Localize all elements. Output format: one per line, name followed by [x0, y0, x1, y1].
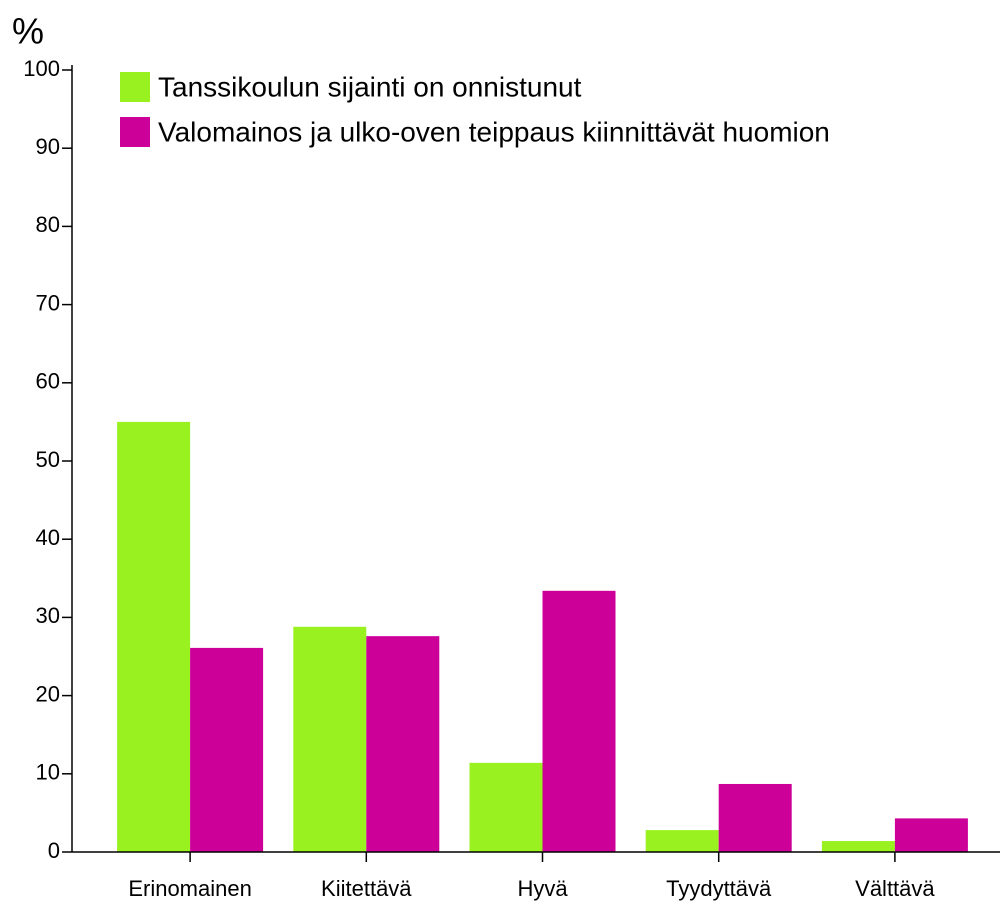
legend-swatch — [120, 117, 150, 147]
x-tick-label: Erinomainen — [128, 876, 252, 901]
y-tick-label: 10 — [36, 760, 60, 785]
y-tick-label: 70 — [36, 290, 60, 315]
y-axis-label: % — [12, 11, 44, 52]
y-tick-label: 80 — [36, 212, 60, 237]
bar — [117, 421, 191, 852]
bar — [894, 818, 968, 852]
x-tick-label: Välttävä — [855, 876, 935, 901]
bar — [645, 830, 719, 852]
bar — [366, 636, 440, 852]
y-tick-label: 30 — [36, 603, 60, 628]
y-tick-label: 20 — [36, 681, 60, 706]
bar — [293, 626, 367, 852]
x-tick-label: Hyvä — [517, 876, 568, 901]
legend-label: Tanssikoulun sijainti on onnistunut — [158, 71, 582, 102]
y-tick-label: 0 — [48, 838, 60, 863]
x-tick-label: Kiitettävä — [321, 876, 412, 901]
x-tick-label: Tyydyttävä — [666, 876, 772, 901]
bar — [190, 647, 264, 852]
legend-swatch — [120, 72, 150, 102]
legend-label: Valomainos ja ulko-oven teippaus kiinnit… — [158, 116, 830, 147]
bar — [718, 783, 792, 852]
y-tick-label: 100 — [23, 56, 60, 81]
bar — [821, 841, 895, 852]
bar — [469, 762, 543, 852]
y-tick-label: 60 — [36, 369, 60, 394]
bar — [542, 590, 616, 852]
y-tick-label: 90 — [36, 134, 60, 159]
y-tick-label: 40 — [36, 525, 60, 550]
y-tick-label: 50 — [36, 447, 60, 472]
